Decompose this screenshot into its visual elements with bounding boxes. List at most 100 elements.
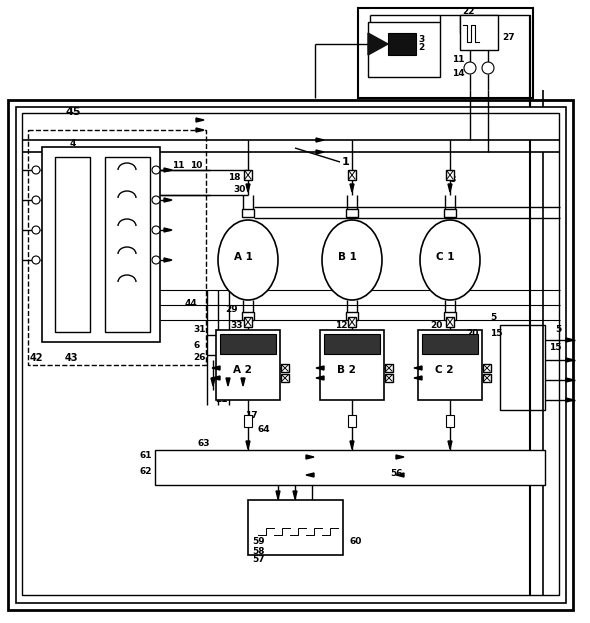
Text: 2: 2 — [418, 44, 424, 52]
Bar — [248, 500, 343, 555]
Text: 45: 45 — [65, 107, 80, 117]
Bar — [105, 157, 150, 332]
Polygon shape — [212, 376, 220, 380]
Bar — [385, 374, 393, 382]
Text: 15: 15 — [490, 328, 503, 338]
Text: 31: 31 — [193, 325, 205, 335]
Text: 5: 5 — [555, 325, 561, 335]
Bar — [244, 317, 252, 327]
Polygon shape — [211, 378, 215, 386]
Text: 44: 44 — [185, 298, 198, 308]
Bar — [55, 157, 90, 332]
Text: A 2: A 2 — [233, 365, 252, 375]
Bar — [348, 317, 356, 327]
Polygon shape — [276, 491, 280, 499]
Text: 20: 20 — [466, 328, 478, 338]
Polygon shape — [164, 168, 172, 172]
Text: C 1: C 1 — [436, 252, 454, 262]
Polygon shape — [306, 473, 314, 477]
Text: 33: 33 — [230, 320, 242, 330]
Bar — [320, 330, 384, 400]
Text: 58: 58 — [252, 546, 264, 556]
Text: 27: 27 — [502, 34, 514, 42]
Bar — [346, 312, 358, 320]
Text: 20: 20 — [430, 320, 442, 330]
Bar — [8, 100, 573, 610]
Text: 11: 11 — [172, 161, 185, 169]
Circle shape — [152, 196, 160, 204]
Bar — [460, 15, 498, 50]
Polygon shape — [414, 376, 422, 380]
Bar — [388, 33, 416, 55]
Polygon shape — [246, 184, 250, 192]
Polygon shape — [566, 378, 574, 382]
Polygon shape — [246, 441, 250, 449]
Text: 3: 3 — [418, 34, 424, 44]
Circle shape — [464, 62, 476, 74]
Circle shape — [32, 226, 40, 234]
Polygon shape — [448, 441, 452, 449]
Polygon shape — [396, 455, 404, 459]
Text: 8: 8 — [450, 176, 456, 184]
Polygon shape — [316, 376, 324, 380]
Polygon shape — [293, 491, 297, 499]
Bar — [42, 147, 160, 342]
Text: 62: 62 — [140, 467, 152, 477]
Polygon shape — [316, 150, 324, 154]
Polygon shape — [350, 441, 354, 449]
Text: 21: 21 — [215, 396, 228, 404]
Text: 32: 32 — [333, 336, 346, 345]
Text: 64: 64 — [258, 426, 271, 434]
Circle shape — [152, 226, 160, 234]
Polygon shape — [241, 378, 245, 386]
Polygon shape — [212, 366, 220, 370]
Bar — [385, 364, 393, 372]
Bar — [242, 312, 254, 320]
Polygon shape — [196, 128, 204, 132]
Polygon shape — [316, 366, 324, 370]
Text: 1: 1 — [342, 157, 350, 167]
Bar — [16, 107, 566, 603]
Text: B 2: B 2 — [337, 365, 356, 375]
Polygon shape — [350, 184, 354, 192]
Circle shape — [32, 256, 40, 264]
Text: 5: 5 — [490, 313, 496, 323]
Bar — [446, 170, 454, 180]
Text: 14: 14 — [452, 69, 465, 77]
Text: 6: 6 — [193, 341, 199, 350]
Text: 61: 61 — [140, 450, 152, 460]
Text: 63: 63 — [198, 439, 211, 449]
Polygon shape — [448, 184, 452, 192]
Text: 42: 42 — [30, 353, 44, 363]
Bar — [483, 374, 491, 382]
Text: 57: 57 — [252, 556, 265, 564]
Polygon shape — [164, 228, 172, 232]
Text: 43: 43 — [65, 353, 78, 363]
Bar — [28, 130, 206, 365]
Text: 11: 11 — [452, 55, 464, 65]
Text: A 1: A 1 — [234, 252, 253, 262]
Circle shape — [152, 256, 160, 264]
Bar — [216, 330, 280, 400]
Ellipse shape — [322, 220, 382, 300]
Text: 30: 30 — [233, 186, 245, 194]
Text: 18: 18 — [228, 173, 241, 183]
Bar — [418, 330, 482, 400]
Text: 22: 22 — [462, 7, 474, 16]
Text: 34: 34 — [466, 343, 478, 353]
Polygon shape — [196, 118, 204, 122]
Text: 15: 15 — [549, 343, 562, 353]
Polygon shape — [164, 258, 172, 262]
Text: 34: 34 — [432, 336, 445, 345]
Bar — [483, 364, 491, 372]
Bar — [244, 415, 252, 427]
Bar — [444, 209, 456, 217]
Polygon shape — [164, 198, 172, 202]
Polygon shape — [566, 338, 574, 342]
Bar — [281, 374, 289, 382]
Ellipse shape — [420, 220, 480, 300]
Bar — [446, 317, 454, 327]
Bar — [348, 415, 356, 427]
Bar — [220, 334, 276, 354]
Polygon shape — [306, 455, 314, 459]
